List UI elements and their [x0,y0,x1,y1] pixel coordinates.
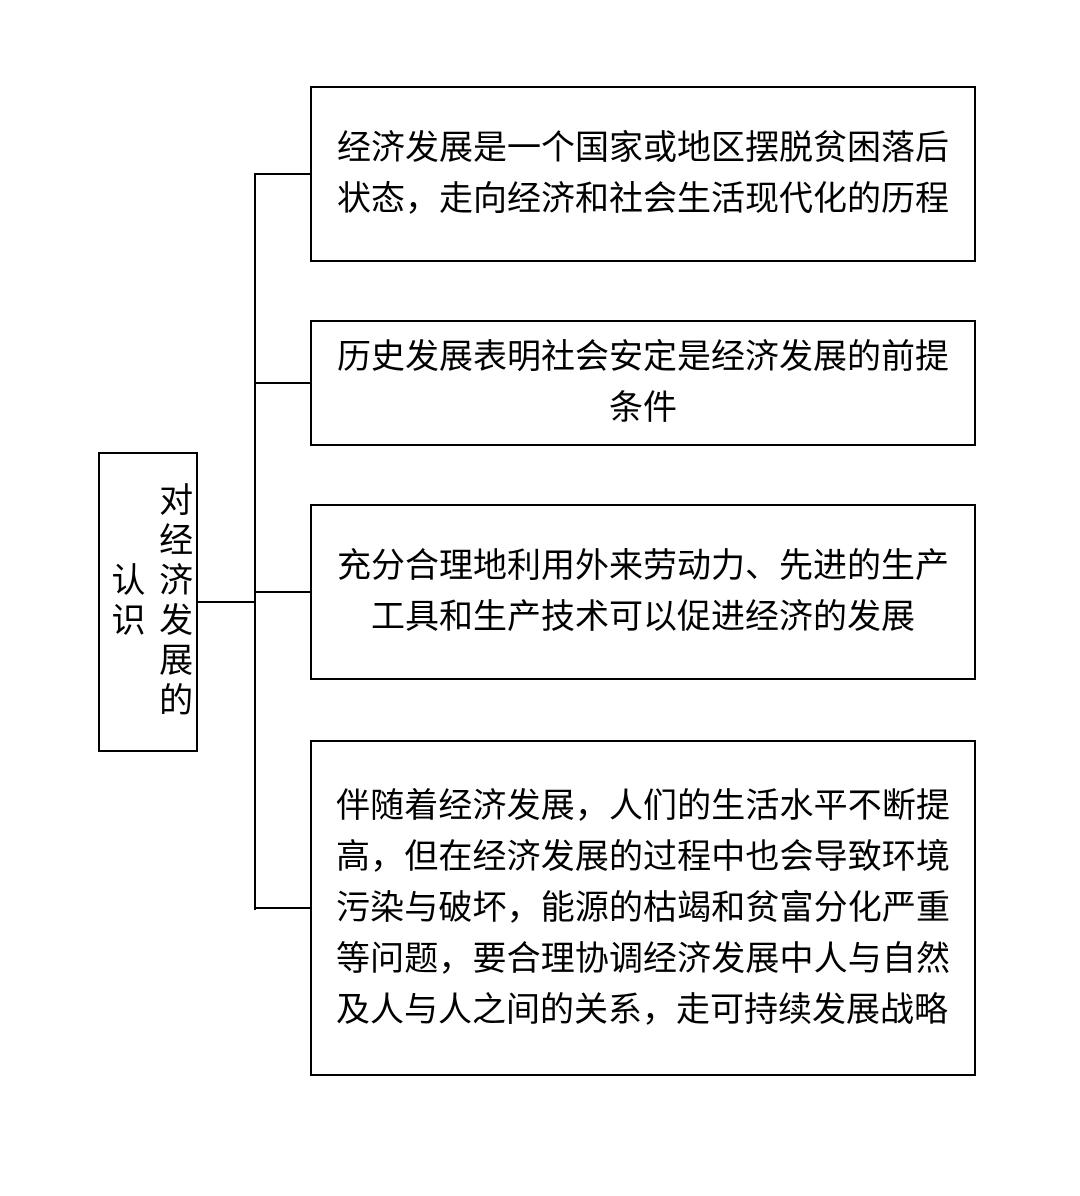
root-label: 对经济发展的认识 [100,470,195,734]
child-node-1: 历史发展表明社会安定是经济发展的前提条件 [310,320,976,446]
child-label-3: 伴随着经济发展，人们的生活水平不断提高，但在经济发展的过程中也会导致环境污染与破… [336,781,950,1036]
connector-branch-2 [254,591,310,593]
connector-trunk [198,601,254,603]
child-node-2: 充分合理地利用外来劳动力、先进的生产工具和生产技术可以促进经济的发展 [310,504,976,680]
child-node-0: 经济发展是一个国家或地区摆脱贫困落后状态，走向经济和社会生活现代化的历程 [310,86,976,262]
child-label-1: 历史发展表明社会安定是经济发展的前提条件 [336,332,950,434]
root-node: 对经济发展的认识 [98,452,198,752]
child-label-2: 充分合理地利用外来劳动力、先进的生产工具和生产技术可以促进经济的发展 [336,541,950,643]
connector-branch-0 [254,173,310,175]
connector-branch-3 [254,907,310,909]
child-label-0: 经济发展是一个国家或地区摆脱贫困落后状态，走向经济和社会生活现代化的历程 [336,123,950,225]
child-node-3: 伴随着经济发展，人们的生活水平不断提高，但在经济发展的过程中也会导致环境污染与破… [310,740,976,1076]
connector-bus [254,174,256,910]
connector-branch-1 [254,382,310,384]
